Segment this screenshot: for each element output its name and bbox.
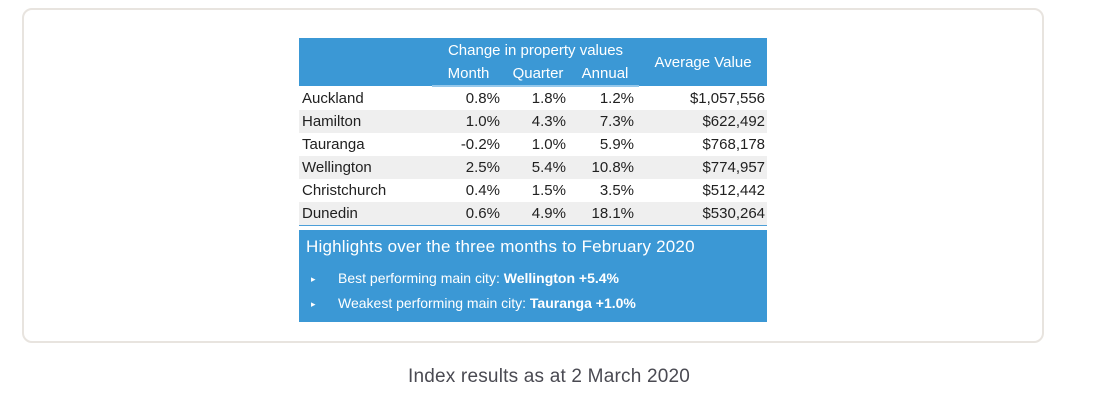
- quarter-cell: 5.4%: [531, 159, 566, 176]
- column-header-quarter: Quarter: [505, 62, 571, 87]
- quarter-cell: 1.0%: [531, 136, 566, 153]
- quarter-cell: 1.5%: [531, 182, 566, 199]
- average-value-cell: $774,957: [702, 159, 766, 176]
- quarter-cell: 1.8%: [531, 90, 566, 107]
- month-cell: -0.2%: [460, 136, 500, 153]
- table-row-tauranga: Tauranga -0.2% 1.0% 5.9% $768,178: [299, 133, 767, 156]
- highlight-item-best: ▸ Best performing main city: Wellington …: [311, 270, 759, 286]
- city-cell: Dunedin: [299, 202, 432, 226]
- header-corner-cell: [299, 38, 432, 86]
- table-row-hamilton: Hamilton 1.0% 4.3% 7.3% $622,492: [299, 110, 768, 133]
- highlight-item-weakest: ▸ Weakest performing main city: Tauranga…: [311, 295, 759, 311]
- city-cell: Tauranga: [302, 136, 365, 153]
- highlight-label: Best performing main city:: [338, 270, 504, 286]
- annual-cell: 7.3%: [599, 113, 635, 130]
- month-cell: 0.6%: [432, 202, 505, 226]
- property-values-figure: Change in property values Average Value …: [299, 38, 768, 322]
- month-cell: 1.0%: [465, 113, 500, 130]
- figure-caption: Index results as at 2 March 2020: [407, 366, 691, 387]
- property-values-table: Change in property values Average Value …: [299, 38, 768, 226]
- city-cell: Christchurch: [302, 182, 387, 199]
- highlight-value: Tauranga +1.0%: [529, 295, 636, 311]
- highlight-text: Weakest performing main city: Tauranga +…: [338, 295, 636, 311]
- table-row-auckland: Auckland 0.8% 1.8% 1.2% $1,057,556: [299, 86, 767, 110]
- average-value-cell: $622,492: [702, 113, 766, 130]
- group-column-header: Change in property values: [432, 38, 640, 62]
- highlights-panel: Highlights over the three months to Febr…: [299, 230, 767, 322]
- figure-card: Change in property values Average Value …: [22, 8, 1044, 343]
- bullet-arrow-icon: ▸: [311, 274, 316, 284]
- city-cell: Wellington: [302, 159, 372, 176]
- highlights-title: Highlights over the three months to Febr…: [306, 237, 695, 256]
- table-row-dunedin: Dunedin 0.6% 4.9% 18.1% $530,264: [299, 202, 768, 226]
- city-cell: Hamilton: [302, 113, 362, 130]
- highlight-text: Best performing main city: Wellington +5…: [338, 270, 619, 286]
- highlight-label: Weakest performing main city:: [338, 295, 530, 311]
- annual-cell: 10.8%: [591, 159, 635, 176]
- table-row-wellington: Wellington 2.5% 5.4% 10.8% $774,957: [299, 156, 768, 179]
- table-row-christchurch: Christchurch 0.4% 1.5% 3.5% $512,442: [299, 179, 767, 202]
- city-cell: Auckland: [302, 89, 364, 107]
- bullet-arrow-icon: ▸: [311, 299, 316, 309]
- table-header-row-sub: Month Quarter Annual: [299, 62, 767, 87]
- month-cell: 0.4%: [465, 182, 500, 199]
- average-value-cell: $512,442: [702, 182, 766, 199]
- column-header-average-value: Average Value: [639, 38, 768, 86]
- annual-cell: 1.2%: [599, 90, 635, 107]
- annual-cell: 18.1%: [571, 202, 640, 226]
- annual-cell: 5.9%: [599, 136, 635, 153]
- highlight-value: Wellington +5.4%: [503, 270, 619, 286]
- quarter-cell: 4.3%: [531, 113, 566, 130]
- average-value-cell: $768,178: [702, 136, 766, 153]
- column-header-month: Month: [432, 62, 505, 87]
- average-value-cell: $1,057,556: [689, 89, 766, 107]
- column-header-annual: Annual: [571, 62, 640, 87]
- table-header-row-group: Change in property values Average Value: [299, 38, 768, 86]
- quarter-cell: 4.9%: [505, 202, 571, 226]
- annual-cell: 3.5%: [599, 182, 635, 199]
- month-cell: 2.5%: [465, 159, 500, 176]
- month-cell: 0.8%: [465, 90, 500, 107]
- average-value-cell: $530,264: [639, 202, 768, 226]
